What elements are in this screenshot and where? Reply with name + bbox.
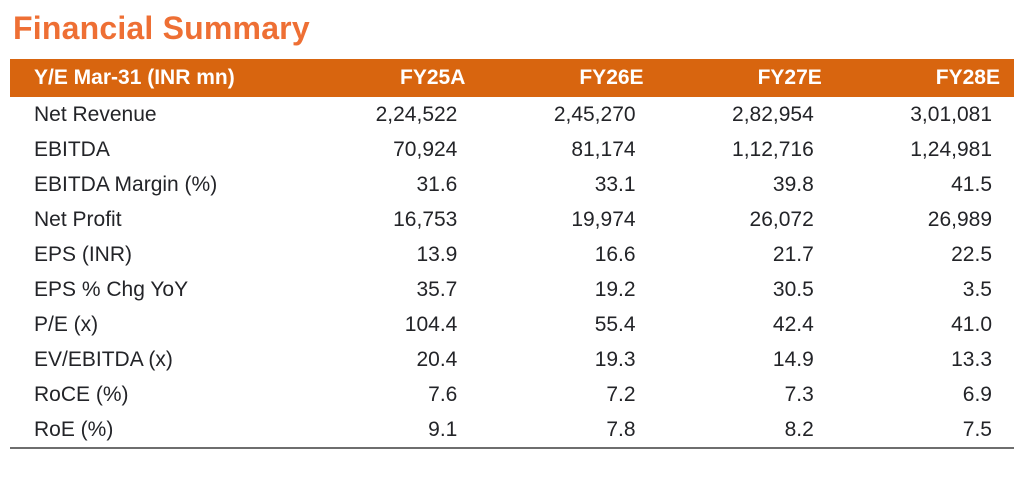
row-label: Net Revenue	[34, 102, 157, 126]
cell-value: 104.4	[404, 312, 458, 336]
cell-value: 2,24,522	[375, 102, 458, 126]
cell-value: 3.5	[962, 277, 992, 301]
cell-value: 41.0	[951, 312, 992, 336]
cell-value: 42.4	[772, 312, 814, 336]
cell-value: 19.2	[594, 277, 636, 301]
table-row: EV/EBITDA (x) 20.4 19.3 14.9 13.3	[10, 342, 1014, 377]
cell-value: 19,974	[571, 207, 636, 231]
column-header-metric: Y/E Mar-31 (INR mn)	[10, 59, 302, 97]
cell-value: 9.1	[428, 417, 458, 441]
financial-summary-page: Financial Summary Y/E Mar-31 (INR mn) FY2…	[10, 10, 1014, 449]
row-label: EBITDA Margin (%)	[34, 172, 218, 196]
cell-value: 13.9	[416, 242, 458, 266]
table-header-row: Y/E Mar-31 (INR mn) FY25A FY26E FY27E FY28E	[10, 59, 1014, 97]
table-row: Net Revenue 2,24,522 2,45,270 2,82,954 3,01,…	[10, 97, 1014, 132]
financial-summary-table: Y/E Mar-31 (INR mn) FY25A FY26E FY27E FY28E …	[10, 59, 1014, 449]
column-header-fy26e: FY26E	[479, 59, 658, 97]
table-row: EBITDA 70,924 81,174 1,12,716 1,24,981	[10, 132, 1014, 167]
cell-value: 16,753	[393, 207, 458, 231]
page-title: Financial Summary	[13, 10, 310, 46]
table-body: Net Revenue 2,24,522 2,45,270 2,82,954 3,01,…	[10, 97, 1014, 448]
cell-value: 19.3	[594, 347, 636, 371]
row-label: EPS (INR)	[34, 242, 133, 266]
row-label: EBITDA	[34, 137, 110, 161]
row-label: EV/EBITDA (x)	[34, 347, 173, 371]
cell-value: 7.3	[784, 382, 814, 406]
cell-value: 26,989	[927, 207, 992, 231]
table-row: EBITDA Margin (%) 31.6 33.1 39.8 41.5	[10, 167, 1014, 202]
cell-value: 2,82,954	[732, 102, 814, 126]
cell-value: 30.5	[772, 277, 814, 301]
row-label: EPS % Chg YoY	[34, 277, 189, 301]
table-head: Y/E Mar-31 (INR mn) FY25A FY26E FY27E FY28E	[10, 59, 1014, 97]
cell-value: 8.2	[784, 417, 814, 441]
cell-value: 31.6	[416, 172, 458, 196]
cell-value: 7.2	[606, 382, 636, 406]
cell-value: 7.5	[962, 417, 992, 441]
cell-value: 2,45,270	[553, 102, 636, 126]
cell-value: 35.7	[416, 277, 458, 301]
row-label: RoCE (%)	[34, 382, 129, 406]
cell-value: 7.6	[428, 382, 458, 406]
cell-value: 55.4	[594, 312, 636, 336]
cell-value: 7.8	[606, 417, 636, 441]
table-row: EPS (INR) 13.9 16.6 21.7 22.5	[10, 237, 1014, 272]
table-row: RoE (%) 9.1 7.8 8.2 7.5	[10, 412, 1014, 448]
cell-value: 6.9	[962, 382, 992, 406]
cell-value: 22.5	[951, 242, 992, 266]
cell-value: 33.1	[594, 172, 636, 196]
cell-value: 1,24,981	[910, 137, 992, 161]
row-label: P/E (x)	[34, 312, 99, 336]
cell-value: 41.5	[951, 172, 992, 196]
cell-value: 26,072	[749, 207, 814, 231]
cell-value: 81,174	[571, 137, 636, 161]
cell-value: 3,01,081	[910, 102, 992, 126]
cell-value: 21.7	[772, 242, 814, 266]
table-row: Net Profit 16,753 19,974 26,072 26,989	[10, 202, 1014, 237]
table-row: RoCE (%) 7.6 7.2 7.3 6.9	[10, 377, 1014, 412]
row-label: Net Profit	[34, 207, 122, 231]
cell-value: 13.3	[951, 347, 992, 371]
column-header-fy27e: FY27E	[657, 59, 836, 97]
column-header-fy25a: FY25A	[301, 59, 480, 97]
cell-value: 70,924	[393, 137, 458, 161]
cell-value: 14.9	[772, 347, 814, 371]
cell-value: 1,12,716	[732, 137, 814, 161]
column-header-fy28e: FY28E	[835, 59, 1014, 97]
cell-value: 20.4	[416, 347, 458, 371]
row-label: RoE (%)	[34, 417, 114, 441]
table-row: P/E (x) 104.4 55.4 42.4 41.0	[10, 307, 1014, 342]
cell-value: 39.8	[772, 172, 814, 196]
cell-value: 16.6	[594, 242, 636, 266]
table-row: EPS % Chg YoY 35.7 19.2 30.5 3.5	[10, 272, 1014, 307]
